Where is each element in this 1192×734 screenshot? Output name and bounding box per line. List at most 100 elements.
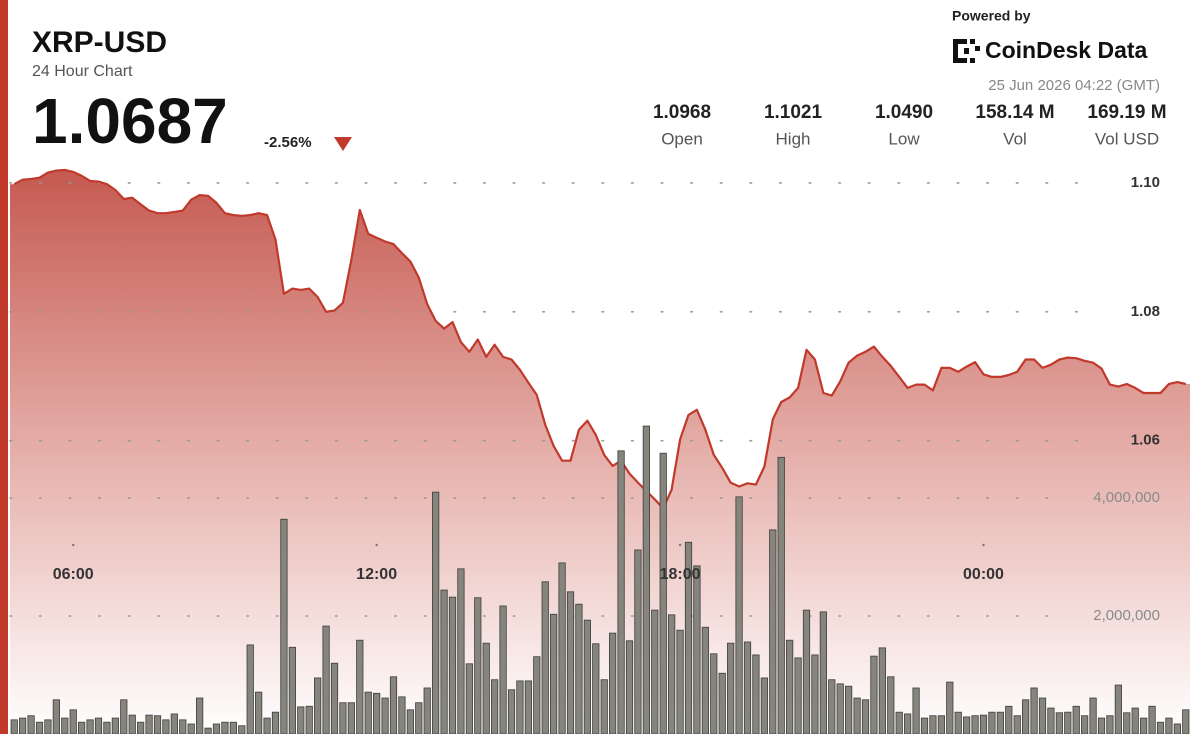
volume-bar bbox=[314, 677, 322, 734]
volume-bar bbox=[954, 711, 962, 734]
volume-bar bbox=[128, 714, 136, 734]
volume-bar bbox=[35, 721, 44, 734]
volume-bar bbox=[1173, 723, 1181, 734]
volume-bar bbox=[533, 656, 541, 734]
volume-bar bbox=[668, 614, 676, 734]
volume-bar bbox=[861, 699, 870, 734]
volume-bar bbox=[996, 711, 1004, 734]
volume-bar bbox=[566, 591, 575, 734]
accent-bar bbox=[0, 0, 8, 734]
volume-bar bbox=[255, 691, 263, 734]
volume-bar bbox=[1022, 699, 1030, 734]
volume-bar bbox=[339, 702, 347, 734]
x-tick-mark bbox=[375, 543, 378, 547]
volume-bar bbox=[373, 692, 381, 734]
stat-label: Vol bbox=[1003, 129, 1027, 148]
volume-bar bbox=[693, 565, 701, 734]
volume-bar bbox=[221, 721, 229, 734]
volume-bar bbox=[1089, 697, 1097, 734]
volume-bar bbox=[212, 723, 221, 734]
brand-name: CoinDesk Data bbox=[985, 37, 1148, 63]
volume-bar bbox=[153, 715, 162, 734]
x-tick-label: 12:00 bbox=[356, 566, 397, 583]
volume-bar bbox=[1156, 721, 1165, 734]
volume-bar bbox=[297, 706, 305, 734]
volume-bar bbox=[887, 676, 895, 734]
volume-bar bbox=[398, 696, 406, 734]
volume-bar bbox=[120, 699, 128, 734]
volume-bar bbox=[895, 711, 903, 734]
volume-bar bbox=[1047, 707, 1055, 734]
price: 1.0687 bbox=[32, 85, 228, 157]
volume-bar bbox=[575, 603, 583, 734]
volume-bar bbox=[802, 609, 811, 734]
volume-bar bbox=[701, 626, 709, 734]
volume-bar bbox=[634, 549, 642, 734]
volume-bar bbox=[263, 717, 271, 734]
volume-bar bbox=[111, 717, 119, 734]
volume-bar bbox=[1005, 705, 1013, 734]
x-tick-label: 00:00 bbox=[963, 566, 1004, 583]
volume-bar bbox=[878, 647, 886, 734]
x-tick-mark bbox=[72, 543, 75, 547]
volume-bar bbox=[963, 716, 971, 734]
volume-bar bbox=[415, 702, 423, 734]
volume-bar bbox=[550, 613, 558, 734]
y-tick-label: 1.08 bbox=[1131, 303, 1160, 320]
volume-bar bbox=[1038, 697, 1047, 734]
volume-bar bbox=[912, 687, 920, 734]
volume-bar bbox=[432, 491, 440, 734]
volume-bar bbox=[356, 639, 364, 734]
volume-bar bbox=[238, 725, 246, 734]
volume-bar bbox=[870, 655, 878, 734]
volume-bar bbox=[19, 717, 27, 734]
volume-bar bbox=[819, 611, 827, 734]
y-tick-label: 1.06 bbox=[1131, 432, 1160, 449]
volume-bar bbox=[946, 681, 954, 734]
volume-bar bbox=[271, 711, 280, 734]
volume-bar bbox=[179, 719, 187, 734]
volume-bar bbox=[769, 529, 777, 734]
area-fill bbox=[10, 170, 1190, 734]
volume-bar bbox=[406, 709, 414, 734]
x-tick-mark bbox=[678, 543, 682, 547]
volume-bar bbox=[1114, 684, 1122, 734]
plot-area: 1.06 1.08 1.10 2,000,000 4,000,000 06:00 12:00… bbox=[9, 168, 1190, 734]
volume-bar bbox=[718, 672, 726, 734]
volume-bar bbox=[482, 642, 490, 734]
volume-bar bbox=[828, 679, 836, 734]
volume-bar bbox=[94, 717, 103, 734]
volume-bar bbox=[777, 456, 785, 734]
volume-bar bbox=[600, 679, 608, 734]
volume-bar bbox=[465, 663, 473, 734]
volume-bar bbox=[929, 715, 937, 734]
volume-bar bbox=[137, 721, 145, 734]
volume-bar bbox=[103, 721, 111, 734]
volume-bar bbox=[524, 680, 532, 734]
volume-bar bbox=[920, 717, 929, 734]
timestamp: 25 Jun 2026 04:22 (GMT) bbox=[988, 77, 1160, 94]
y-tick-label: 1.10 bbox=[1131, 174, 1160, 191]
y2-tick-label: 4,000,000 bbox=[1093, 489, 1160, 506]
volume-bar bbox=[491, 679, 499, 734]
stats: 1.0968 Open 1.1021 High 1.0490 Low 158.14 M Vol… bbox=[653, 102, 1167, 148]
volume-bar bbox=[1140, 717, 1148, 734]
volume-bar bbox=[592, 643, 600, 734]
volume-bar bbox=[280, 518, 288, 734]
volume-bar bbox=[305, 705, 313, 734]
x-tick-label: 06:00 bbox=[53, 566, 94, 583]
volume-bar bbox=[423, 687, 431, 734]
down-arrow bbox=[334, 137, 352, 151]
volume-bar bbox=[440, 589, 448, 734]
volume-bar bbox=[1182, 709, 1190, 734]
volume-bar bbox=[541, 581, 549, 734]
volume-bar bbox=[1081, 715, 1089, 734]
volume-bar bbox=[760, 677, 768, 734]
price-line bbox=[13, 168, 1187, 510]
volume-bar bbox=[381, 697, 389, 734]
volume-bar bbox=[69, 709, 77, 734]
volume-bar bbox=[1097, 717, 1106, 734]
volume-bar bbox=[347, 702, 355, 734]
